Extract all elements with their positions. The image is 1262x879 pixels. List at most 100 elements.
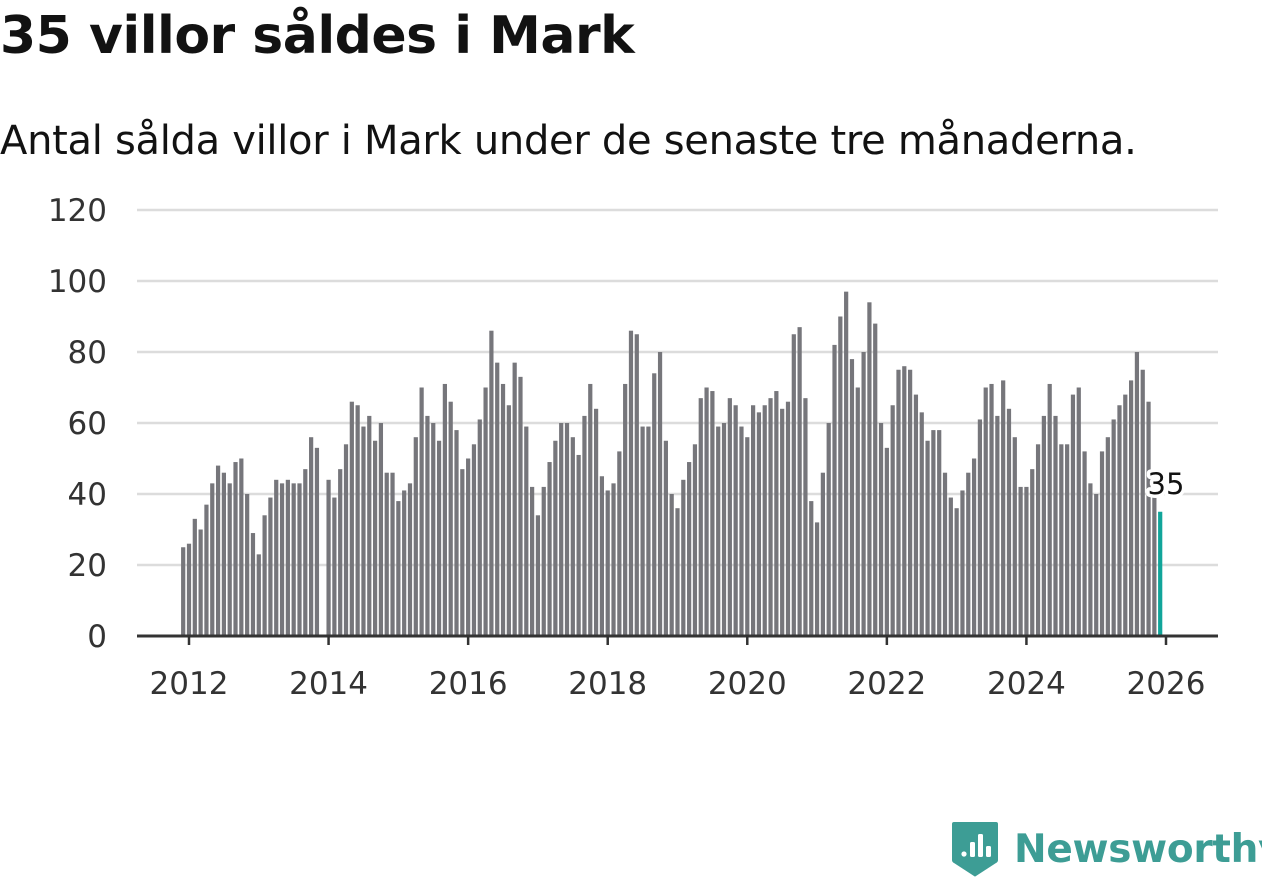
- bar-2019-07: [710, 391, 715, 636]
- bar-2020-02: [750, 405, 756, 636]
- bar-2024-03: [1035, 444, 1041, 636]
- bar-2022-05: [908, 369, 913, 636]
- bar-2022-02: [890, 405, 895, 636]
- last-value-label: 35: [1148, 467, 1185, 501]
- bar-2020-06: [774, 391, 779, 636]
- y-tick-label: 20: [68, 548, 107, 584]
- x-tick-label: 2024: [987, 666, 1066, 702]
- bar-2018-09: [652, 373, 657, 636]
- chart-title: 35 villor såldes i Mark: [0, 6, 635, 66]
- bar-2013-05: [279, 483, 285, 636]
- bar-2018-12: [669, 494, 674, 636]
- bar-2014-03: [338, 469, 343, 636]
- bar-2013-11: [314, 447, 320, 636]
- bar-2013-04: [274, 479, 279, 636]
- bar-2017-11: [593, 408, 599, 636]
- bar-2024-12: [1088, 483, 1093, 636]
- bar-2015-11: [454, 430, 459, 636]
- bar-2020-10: [797, 327, 802, 636]
- bar-2021-07: [849, 359, 855, 636]
- bar-2018-08: [646, 426, 651, 636]
- bar-2021-04: [832, 344, 837, 636]
- bar-2020-11: [803, 398, 808, 636]
- bar-2018-07: [640, 426, 645, 636]
- bar-2014-02: [332, 497, 337, 636]
- x-axis-ticks: 2012 2014 2016 2018 2020 2022 2024 2026: [150, 636, 1206, 702]
- bar-2025-05: [1117, 405, 1122, 636]
- bar-2021-09: [861, 352, 866, 636]
- bar-2018-03: [617, 451, 622, 636]
- x-tick-label: 2026: [1127, 666, 1206, 702]
- bar-2015-01: [396, 501, 401, 636]
- brand-name: Newsworthy: [1014, 826, 1262, 872]
- bar-2011-12: [181, 547, 186, 636]
- bar-2019-11: [733, 405, 738, 636]
- bar-2023-04: [971, 458, 977, 636]
- bar-2014-11: [384, 472, 389, 636]
- bar-2012-11: [245, 494, 250, 636]
- bar-2023-03: [966, 472, 971, 636]
- bar-2025-04: [1111, 419, 1116, 636]
- bar-2015-12: [460, 469, 465, 636]
- bar-2023-10: [1006, 408, 1012, 636]
- y-tick-label: 0: [87, 619, 107, 655]
- bar-2021-08: [855, 387, 860, 636]
- bar-2022-09: [931, 430, 936, 636]
- bar-2021-05: [838, 316, 843, 636]
- bar-2020-04: [762, 405, 767, 636]
- bar-2018-11: [663, 440, 668, 636]
- bar-2017-04: [553, 440, 558, 636]
- bar-2024-11: [1082, 451, 1087, 636]
- bar-2022-01: [884, 447, 889, 636]
- bar-2025-10: [1146, 401, 1151, 636]
- bar-2025-06: [1123, 394, 1128, 636]
- bar-2017-06: [564, 423, 570, 636]
- bar-2018-10: [657, 352, 663, 636]
- bar-2012-07: [221, 472, 227, 636]
- bar-2014-05: [349, 401, 354, 636]
- bar-2025-08: [1134, 352, 1140, 636]
- bar-2017-02: [541, 486, 546, 636]
- bar-2012-08: [227, 483, 232, 636]
- bar-2019-06: [704, 387, 709, 636]
- bar-2023-02: [960, 490, 965, 636]
- bar-2021-12: [878, 423, 884, 636]
- bar-2016-12: [530, 486, 535, 636]
- bar-2020-07: [780, 408, 785, 636]
- bar-2013-09: [303, 469, 308, 636]
- bar-2024-04: [1041, 415, 1046, 636]
- bar-2012-05: [210, 483, 215, 636]
- bar-2012-02: [192, 518, 197, 636]
- bar-2023-09: [1001, 380, 1006, 636]
- bar-2022-06: [913, 394, 919, 636]
- bar-2012-06: [215, 465, 221, 636]
- bar-2013-10: [309, 437, 314, 636]
- bar-2024-05: [1047, 383, 1052, 636]
- bar-2012-03: [198, 529, 203, 636]
- bar-2015-03: [407, 483, 413, 636]
- bar-2017-09: [582, 415, 587, 636]
- bar-2018-01: [605, 490, 610, 636]
- bar-2017-10: [588, 383, 593, 636]
- bar-2015-07: [431, 423, 436, 636]
- bar-2024-08: [1065, 444, 1070, 636]
- bar-2022-07: [919, 412, 924, 636]
- bar-2023-05: [977, 419, 983, 636]
- bar-2012-10: [239, 458, 244, 636]
- bar-2012-04: [204, 504, 209, 636]
- bars: [181, 291, 1163, 636]
- bar-2016-04: [483, 387, 488, 636]
- y-tick-label: 80: [68, 335, 107, 371]
- bar-2015-10: [448, 401, 453, 636]
- bar-2020-03: [756, 412, 762, 636]
- bar-2017-12: [599, 476, 605, 636]
- bar-2017-08: [576, 454, 581, 636]
- bar-2014-08: [367, 415, 372, 636]
- bar-2013-01: [256, 554, 261, 636]
- bar-2013-02: [262, 515, 267, 636]
- last-value-annotation: 35: [1144, 463, 1188, 504]
- bar-2015-06: [425, 415, 430, 636]
- bar-2016-08: [506, 405, 511, 636]
- bar-2025-01: [1094, 494, 1099, 636]
- bar-2019-01: [675, 508, 680, 636]
